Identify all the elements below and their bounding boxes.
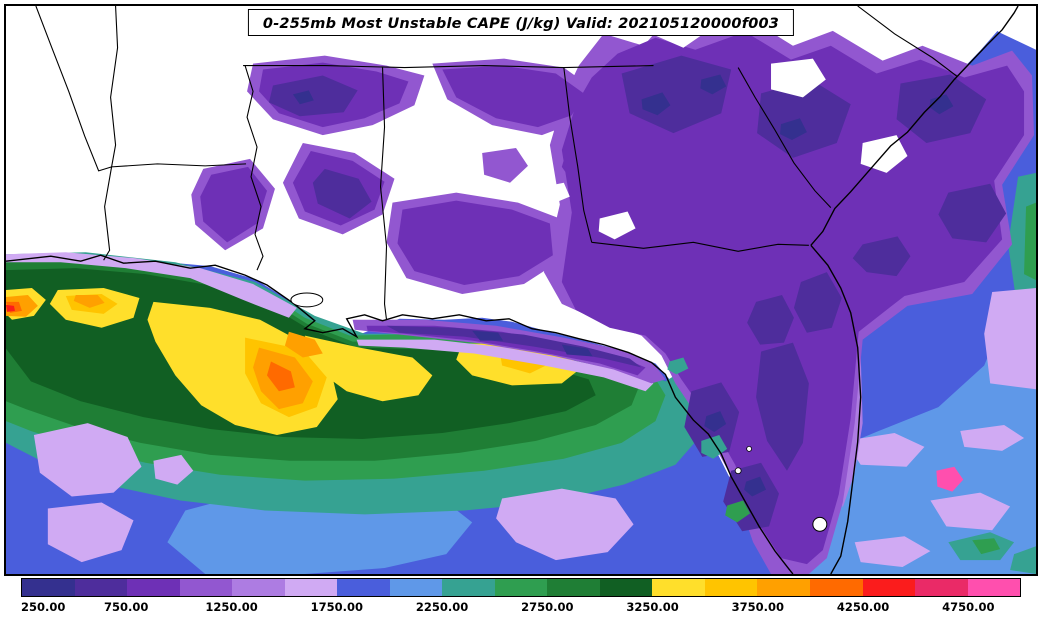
colorbar-segment-1000 xyxy=(179,579,233,596)
colorbar-segment-1750 xyxy=(337,579,390,596)
colorbar-tick-label: 4750.00 xyxy=(942,600,995,614)
colorbar-segment-1250 xyxy=(232,579,285,596)
colorbar-segment-1500 xyxy=(284,579,338,596)
colorbar-segment-4000 xyxy=(809,579,863,596)
coastline xyxy=(6,6,1019,574)
colorbar-segment-500 xyxy=(74,579,128,596)
colorbar-segment-3000 xyxy=(599,579,653,596)
colorbar-tick-labels: 250.00 750.00 1250.00 1750.00 2250.00 2750.00… xyxy=(21,600,1021,618)
colorbar-tick-label: 1250.00 xyxy=(205,600,258,614)
colorbar-tick-label: 3750.00 xyxy=(731,600,785,614)
colorbar-segment-3250 xyxy=(652,579,705,596)
map-canvas xyxy=(6,6,1036,574)
map-frame: 0-255mb Most Unstable CAPE (J/kg) Valid:… xyxy=(4,4,1038,576)
colorbar xyxy=(21,578,1021,597)
colorbar-segment-3500 xyxy=(704,579,758,596)
cape-fill-750-purple xyxy=(200,31,1025,565)
cape-fill-4750-pink xyxy=(936,466,964,492)
map-title-box: 0-255mb Most Unstable CAPE (J/kg) Valid:… xyxy=(247,9,795,36)
colorbar-segment-4500 xyxy=(915,579,968,596)
cape-fill-4250-red xyxy=(6,304,15,312)
colorbar-segment-4750 xyxy=(967,579,1021,596)
lake-okeechobee xyxy=(812,516,828,532)
colorbar-segment-2000 xyxy=(389,579,443,596)
colorbar-segment-250 xyxy=(22,579,75,596)
colorbar-tick-label: 750.00 xyxy=(104,600,149,614)
colorbar-tick-label: 3250.00 xyxy=(626,600,679,614)
colorbar-segment-2500 xyxy=(494,579,548,596)
cape-fill-3750-orange xyxy=(6,294,323,410)
colorbar-segment-4250 xyxy=(862,579,916,596)
colorbar-tick-label: 4250.00 xyxy=(836,600,890,614)
cape-fill-1500-lavender xyxy=(6,88,1036,568)
colorbar-segment-2750 xyxy=(547,579,600,596)
colorbar-tick-label: 1750.00 xyxy=(310,600,363,614)
colorbar-tick-label: 2750.00 xyxy=(521,600,574,614)
colorbar-tick-label: 250.00 xyxy=(21,600,66,614)
small-lake xyxy=(734,467,742,475)
colorbar-segment-2250 xyxy=(442,579,495,596)
lake-pontchartrain xyxy=(290,292,324,308)
map-title: 0-255mb Most Unstable CAPE (J/kg) Valid:… xyxy=(262,16,780,32)
cape-fill-2250-specks xyxy=(667,357,1036,574)
state-boundaries xyxy=(35,6,958,320)
colorbar-tick-label: 2250.00 xyxy=(415,600,469,614)
small-lake xyxy=(746,446,753,452)
colorbar-segment-3750 xyxy=(757,579,810,596)
colorbar-segment-750 xyxy=(127,579,180,596)
